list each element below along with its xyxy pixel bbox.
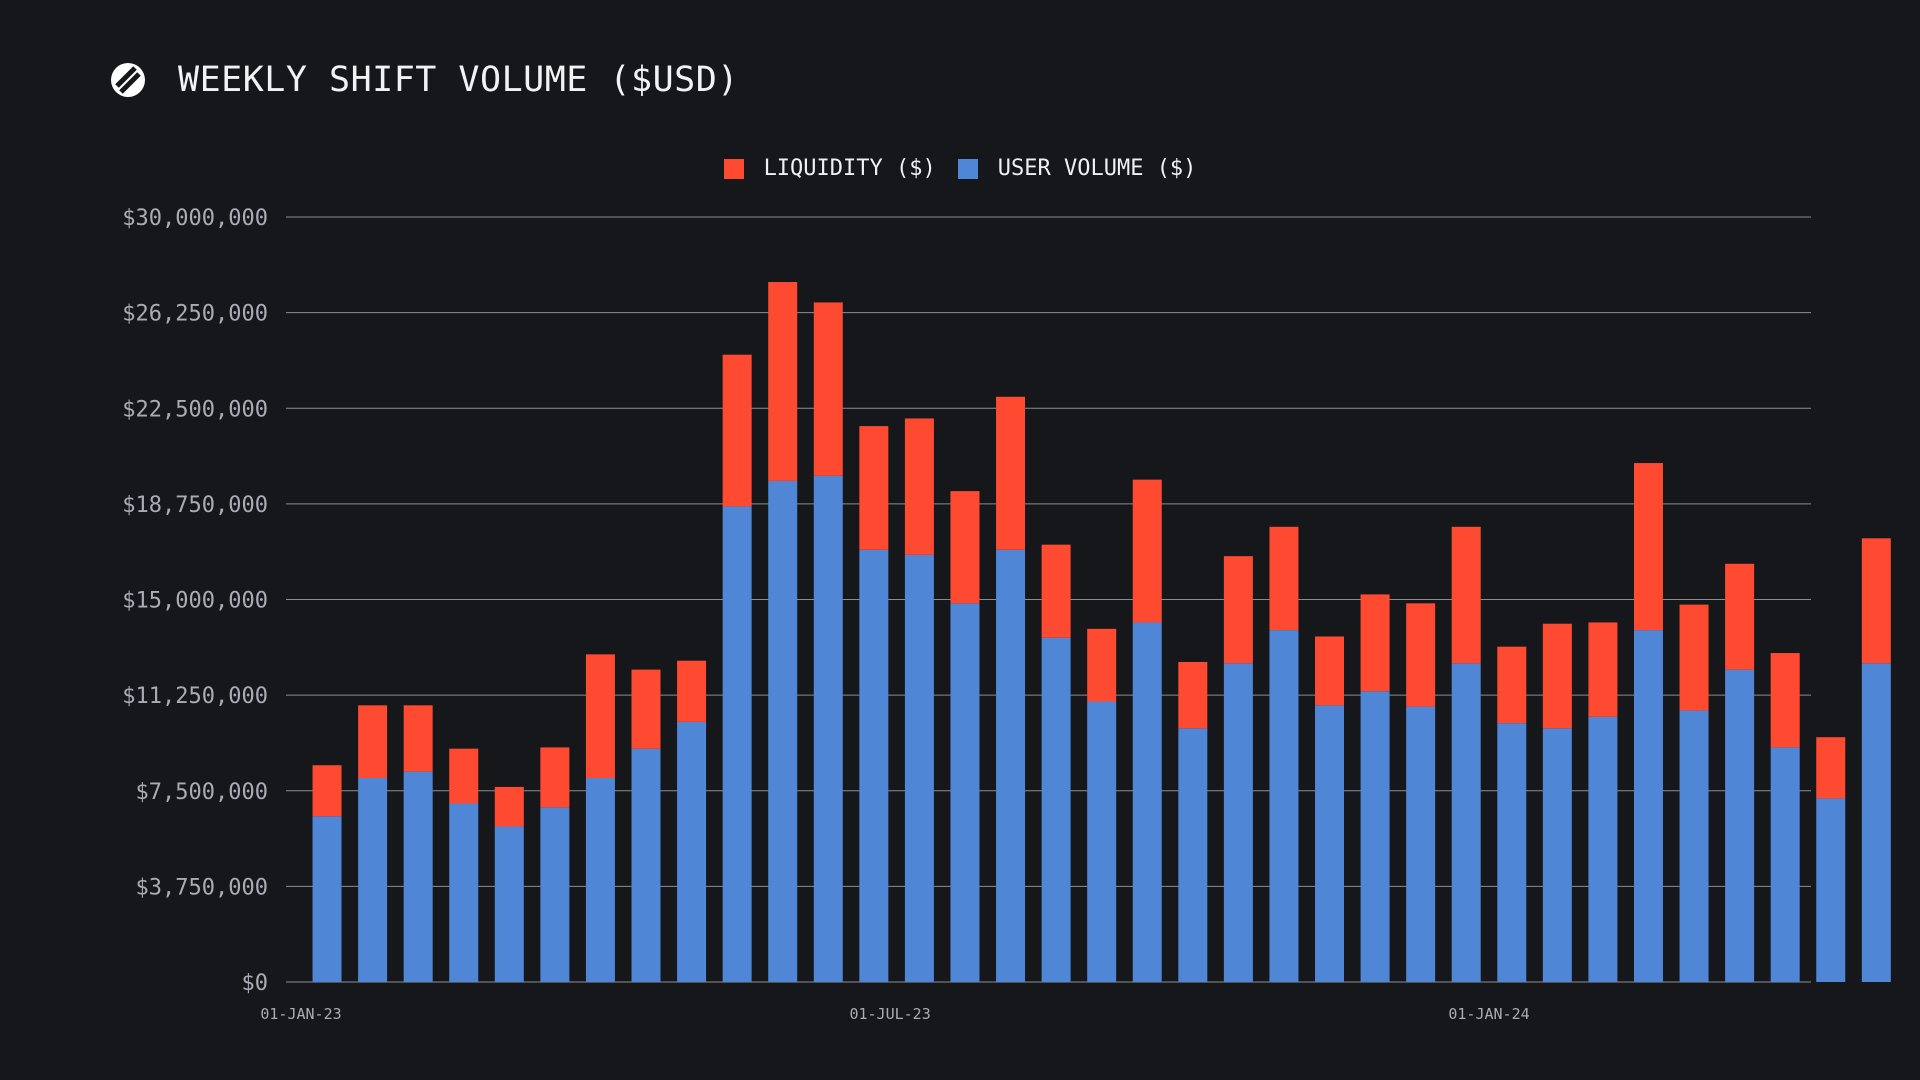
bar-user-volume[interactable] xyxy=(1223,663,1253,982)
bar-liquidity[interactable] xyxy=(312,765,342,817)
y-tick-label: $11,250,000 xyxy=(122,684,268,709)
bar-liquidity[interactable] xyxy=(1679,604,1709,711)
bar-user-volume[interactable] xyxy=(1770,747,1800,982)
legend-label-liquidity: LIQUIDITY ($) xyxy=(763,156,936,181)
legend-item-liquidity[interactable]: LIQUIDITY ($) xyxy=(723,156,936,181)
bar-liquidity[interactable] xyxy=(540,747,570,808)
bar-user-volume[interactable] xyxy=(677,721,707,982)
x-tick-label: 01-JAN-24 xyxy=(1448,1005,1529,1023)
bar-user-volume[interactable] xyxy=(1132,622,1162,982)
bar-user-volume[interactable] xyxy=(1269,630,1299,982)
sideshift-logo-icon xyxy=(111,63,145,97)
bar-user-volume[interactable] xyxy=(1633,630,1663,982)
bar-user-volume[interactable] xyxy=(1725,669,1755,982)
bar-liquidity[interactable] xyxy=(1269,526,1299,631)
bar-liquidity[interactable] xyxy=(1497,646,1527,724)
bar-liquidity[interactable] xyxy=(1087,628,1117,702)
y-tick-label: $7,500,000 xyxy=(136,780,268,805)
bar-liquidity[interactable] xyxy=(1406,603,1436,707)
bar-user-volume[interactable] xyxy=(1406,706,1436,982)
bar-user-volume[interactable] xyxy=(585,778,615,982)
bar-user-volume[interactable] xyxy=(403,771,433,982)
bar-user-volume[interactable] xyxy=(1178,728,1208,982)
bar-user-volume[interactable] xyxy=(449,803,479,983)
x-tick-label: 01-JAN-23 xyxy=(260,1005,341,1023)
bar-liquidity[interactable] xyxy=(677,660,707,722)
bar-liquidity[interactable] xyxy=(449,748,479,804)
x-axis-ticks: 01-JAN-23 01-JUL-23 01-JAN-24 xyxy=(260,1005,1529,1023)
bar-liquidity[interactable] xyxy=(996,396,1026,550)
y-tick-label: $30,000,000 xyxy=(122,206,268,231)
legend-label-user-volume: USER VOLUME ($) xyxy=(997,156,1197,181)
bar-user-volume[interactable] xyxy=(1679,710,1709,982)
bar-liquidity[interactable] xyxy=(1725,563,1755,670)
bar-liquidity[interactable] xyxy=(1816,737,1846,799)
bar-user-volume[interactable] xyxy=(722,506,752,982)
bar-user-volume[interactable] xyxy=(1861,663,1891,982)
bar-liquidity[interactable] xyxy=(1588,622,1618,717)
y-tick-label: $15,000,000 xyxy=(122,589,268,614)
bar-liquidity[interactable] xyxy=(1633,463,1663,631)
bar-user-volume[interactable] xyxy=(813,475,843,982)
bar-user-volume[interactable] xyxy=(358,778,388,982)
bar-user-volume[interactable] xyxy=(1816,798,1846,982)
bar-user-volume[interactable] xyxy=(859,549,889,982)
bar-user-volume[interactable] xyxy=(904,554,934,982)
bar-user-volume[interactable] xyxy=(540,807,570,982)
x-tick-label: 01-JUL-23 xyxy=(849,1005,930,1023)
y-axis-ticks: $0 $3,750,000 $7,500,000 $11,250,000 $15,000… xyxy=(122,206,268,996)
bar-liquidity[interactable] xyxy=(585,654,615,778)
bar-liquidity[interactable] xyxy=(631,669,661,749)
bar-liquidity[interactable] xyxy=(1542,623,1572,729)
bar-user-volume[interactable] xyxy=(768,480,798,982)
bar-user-volume[interactable] xyxy=(996,549,1026,982)
bar-user-volume[interactable] xyxy=(1451,663,1481,982)
bar-user-volume[interactable] xyxy=(312,816,342,982)
bar-liquidity[interactable] xyxy=(859,426,889,550)
bar-user-volume[interactable] xyxy=(1360,691,1390,982)
bar-liquidity[interactable] xyxy=(1770,653,1800,748)
bar-user-volume[interactable] xyxy=(1542,728,1572,982)
bar-liquidity[interactable] xyxy=(358,705,388,778)
y-tick-label: $3,750,000 xyxy=(136,875,268,900)
bar-user-volume[interactable] xyxy=(494,826,524,982)
bar-liquidity[interactable] xyxy=(904,418,934,555)
bar-user-volume[interactable] xyxy=(1315,705,1345,982)
bar-liquidity[interactable] xyxy=(813,302,843,476)
legend-item-user-volume[interactable]: USER VOLUME ($) xyxy=(957,156,1197,181)
chart-legend: LIQUIDITY ($) USER VOLUME ($) xyxy=(0,156,1920,181)
bar-user-volume[interactable] xyxy=(1087,701,1117,983)
y-tick-label: $22,500,000 xyxy=(122,397,268,422)
y-tick-label: $18,750,000 xyxy=(122,493,268,518)
bar-liquidity[interactable] xyxy=(494,786,524,827)
bar-user-volume[interactable] xyxy=(1588,716,1618,982)
legend-swatch-user-volume xyxy=(957,158,978,179)
bar-liquidity[interactable] xyxy=(722,354,752,507)
bar-liquidity[interactable] xyxy=(1451,526,1481,664)
bars xyxy=(312,282,1891,983)
y-tick-label: $0 xyxy=(242,971,269,996)
bar-liquidity[interactable] xyxy=(950,491,980,604)
bar-user-volume[interactable] xyxy=(1497,723,1527,982)
bar-liquidity[interactable] xyxy=(1223,556,1253,664)
bar-user-volume[interactable] xyxy=(631,748,661,982)
legend-swatch-liquidity xyxy=(723,158,744,179)
bar-liquidity[interactable] xyxy=(1861,538,1891,664)
bar-user-volume[interactable] xyxy=(1041,637,1071,982)
bar-liquidity[interactable] xyxy=(1041,544,1071,638)
bar-liquidity[interactable] xyxy=(1178,661,1208,729)
bar-liquidity[interactable] xyxy=(1315,636,1345,706)
chart-header: WEEKLY SHIFT VOLUME ($USD) xyxy=(108,56,739,104)
chart-title: WEEKLY SHIFT VOLUME ($USD) xyxy=(178,60,739,100)
bar-user-volume[interactable] xyxy=(950,603,980,982)
bar-liquidity[interactable] xyxy=(403,705,433,772)
bar-liquidity[interactable] xyxy=(768,282,798,481)
bar-liquidity[interactable] xyxy=(1132,479,1162,623)
bar-liquidity[interactable] xyxy=(1360,594,1390,692)
y-tick-label: $26,250,000 xyxy=(122,302,268,327)
